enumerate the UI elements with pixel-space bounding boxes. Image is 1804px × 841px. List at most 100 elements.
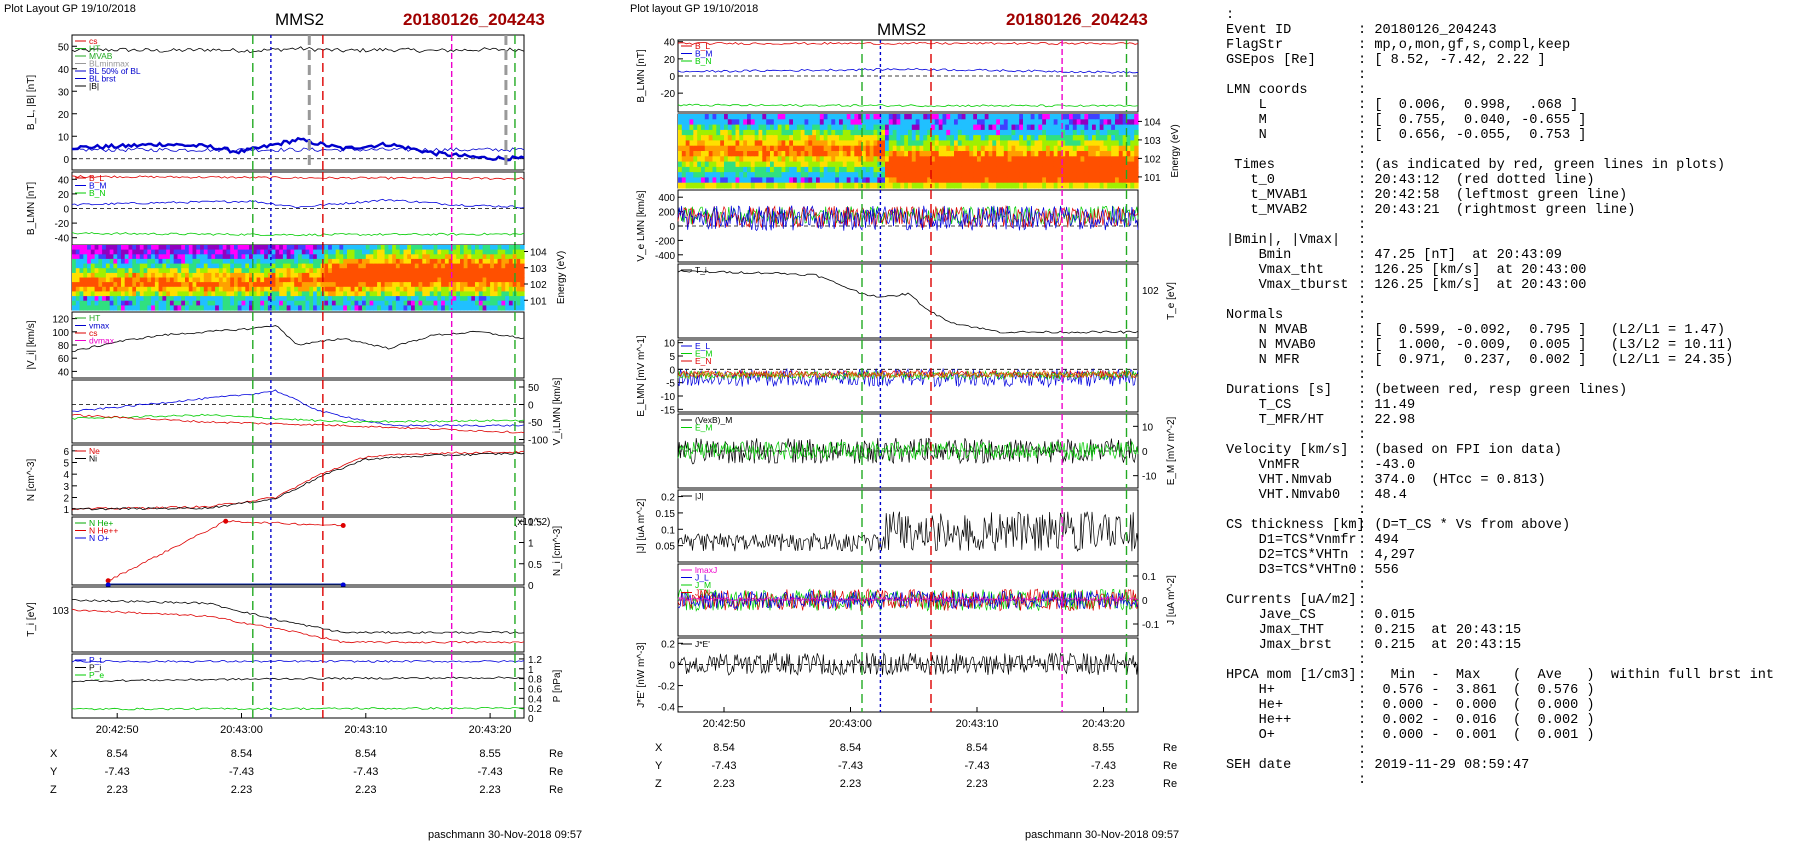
info-value: : Min - Max ( Ave ) within full brst int <box>1358 668 1775 683</box>
ytick-right-6: -10 <box>1142 472 1157 483</box>
info-value: : [ 0.006, 0.998, .068 ] <box>1358 98 1579 113</box>
panel-right-3: -400 -200 0 200 400 V_e LMN [km/s] <box>636 189 1139 263</box>
info-row: O+: 0.000 - 0.001 ( 0.001 ) <box>1226 728 1801 743</box>
right-pos-label-z: Z <box>655 778 662 790</box>
ylabel-left-6: N [cm^-3] <box>26 459 37 502</box>
info-row: : <box>1226 218 1801 233</box>
info-key: T_CS <box>1226 398 1292 413</box>
left-pos-unit: Re <box>549 784 563 796</box>
ytick-left-9: 0 <box>528 714 534 725</box>
ytick-right-1: 0 <box>669 72 675 83</box>
panel-left-9: 00.20.40.60.811.2 P [nPa] P_tP_iP_e <box>71 653 563 725</box>
legend-right-1: B_N <box>695 56 712 66</box>
right-spacecraft: MMS2 <box>877 20 926 39</box>
legend-right-1: B_M <box>695 49 712 59</box>
info-value: : <box>1358 233 1367 248</box>
ytick-left-5: 50 <box>528 383 540 394</box>
series-left-1-bl-brst <box>72 136 525 162</box>
info-value: : 0.002 - 0.016 ( 0.002 ) <box>1358 713 1595 728</box>
legend-right-6: (VexB)_M <box>695 415 732 425</box>
info-row: N MVAB0: [ 1.000, -0.009, 0.005 ] (L3/L2… <box>1226 338 1801 353</box>
info-value: : 20:43:21 (rightmost green line) <box>1358 203 1636 218</box>
legend-left-1: |B| <box>89 81 99 91</box>
trace-right-6-0 <box>677 437 1139 465</box>
info-row: VnMFR: -43.0 <box>1226 458 1801 473</box>
right-footer: paschmann 30-Nov-2018 09:57 <box>1025 829 1179 841</box>
info-key: N MVAB <box>1226 323 1308 338</box>
trace-right-9-0 <box>677 652 1139 676</box>
info-value: : <box>1358 773 1367 788</box>
info-row: N MFR: [ 0.971, 0.237, 0.002 ] (L2/L1 = … <box>1226 353 1801 368</box>
ytick-left-6: 4 <box>63 470 69 481</box>
ytick-right-2: 104 <box>1144 117 1161 128</box>
info-value: : 494 <box>1358 533 1399 548</box>
trace-right-3-1 <box>677 204 1139 229</box>
right-pos-value: 8.55 <box>1093 742 1114 754</box>
left-pos-value: 2.23 <box>479 784 500 796</box>
info-value: : <box>1358 293 1367 308</box>
legend-left-4: dvmax <box>89 336 115 346</box>
right-time-tick: 20:43:00 <box>829 718 872 730</box>
ytick-left-1: 20 <box>58 110 70 121</box>
info-row: : <box>1226 8 1801 23</box>
panel-left-5: -100 -50 0 50 V_i,LMN [km/s] <box>71 377 563 447</box>
ytick-left-6: 1 <box>63 505 69 516</box>
left-pos-unit: Re <box>549 766 563 778</box>
info-key: D1=TCS*Vnmfr <box>1226 533 1357 548</box>
ylabel-right-6: E_M [mV m^-2] <box>1166 416 1177 485</box>
right-pos-value: 8.54 <box>713 742 734 754</box>
info-value: : [ 0.971, 0.237, 0.002 ] (L2/L1 = 24.35… <box>1358 353 1734 368</box>
ytick-left-3: 101 <box>530 296 547 307</box>
ytick-left-7: 0 <box>528 581 534 592</box>
legend-left-7: N He++ <box>89 526 118 536</box>
right-pos-label-x: X <box>655 742 663 754</box>
legend-left-4: vmax <box>89 321 110 331</box>
left-pos-value: 8.54 <box>106 748 127 760</box>
left-pos-value: 2.23 <box>231 784 252 796</box>
info-value: : 4,297 <box>1358 548 1416 563</box>
left-pos-value: 8.54 <box>231 748 252 760</box>
ytick-left-6: 6 <box>63 447 69 458</box>
info-row: H+ : 0.576 - 3.861 ( 0.576 ) <box>1226 683 1801 698</box>
info-row: : <box>1226 743 1801 758</box>
info-row: Event ID: 20180126_204243 <box>1226 23 1801 38</box>
ytick-left-9: 0.6 <box>528 684 542 695</box>
ytick-right-1: 40 <box>664 38 676 49</box>
info-value: : 0.576 - 3.861 ( 0.576 ) <box>1358 683 1595 698</box>
ytick-left-5: -100 <box>528 436 548 447</box>
info-value: : mp,o,mon,gf,s,compl,keep <box>1358 38 1571 53</box>
legend-right-8: lmaxJ <box>695 565 717 575</box>
info-value: : <box>1358 503 1367 518</box>
info-key: |Bmin|, |Vmax| <box>1226 233 1341 248</box>
ytick-right-2: 103 <box>1144 136 1161 147</box>
legend-left-1: MVAB <box>89 51 113 61</box>
right-time-tick: 20:43:20 <box>1082 718 1125 730</box>
ytick-right-8: 0 <box>1142 596 1148 607</box>
info-value: : 0.000 - 0.001 ( 0.001 ) <box>1358 728 1595 743</box>
info-key: SEH date <box>1226 758 1292 773</box>
info-row: : <box>1226 68 1801 83</box>
ytick-right-5: 10 <box>664 339 676 350</box>
series-left-8-t-perp <box>71 598 525 634</box>
spectrogram-left-3 <box>72 245 525 311</box>
info-key: Event ID <box>1226 23 1292 38</box>
info-key: D2=TCS*VHTn <box>1226 548 1349 563</box>
ytick-left-2: -20 <box>55 219 70 230</box>
info-value: : 11.49 <box>1358 398 1416 413</box>
right-pos-value: 8.54 <box>840 742 861 754</box>
info-value: : 0.215 at 20:43:15 <box>1358 638 1522 653</box>
legend-left-2: B_L <box>89 173 104 183</box>
info-key: He++ <box>1226 713 1292 728</box>
ytick-left-4: 60 <box>58 354 70 365</box>
left-header: Plot Layout GP 19/10/2018 <box>4 3 136 15</box>
info-row: : <box>1226 773 1801 788</box>
ytick-left-4: 80 <box>58 341 70 352</box>
ylabel-right-4: T_e [eV] <box>1166 282 1177 320</box>
legend-right-6: E_M <box>695 423 712 433</box>
info-key: H+ <box>1226 683 1275 698</box>
panel-right-9: -0.4 -0.2 0 0.2 J*E' [nW m^-3] J*E' <box>636 637 1139 714</box>
point-n-he-- <box>223 518 229 524</box>
